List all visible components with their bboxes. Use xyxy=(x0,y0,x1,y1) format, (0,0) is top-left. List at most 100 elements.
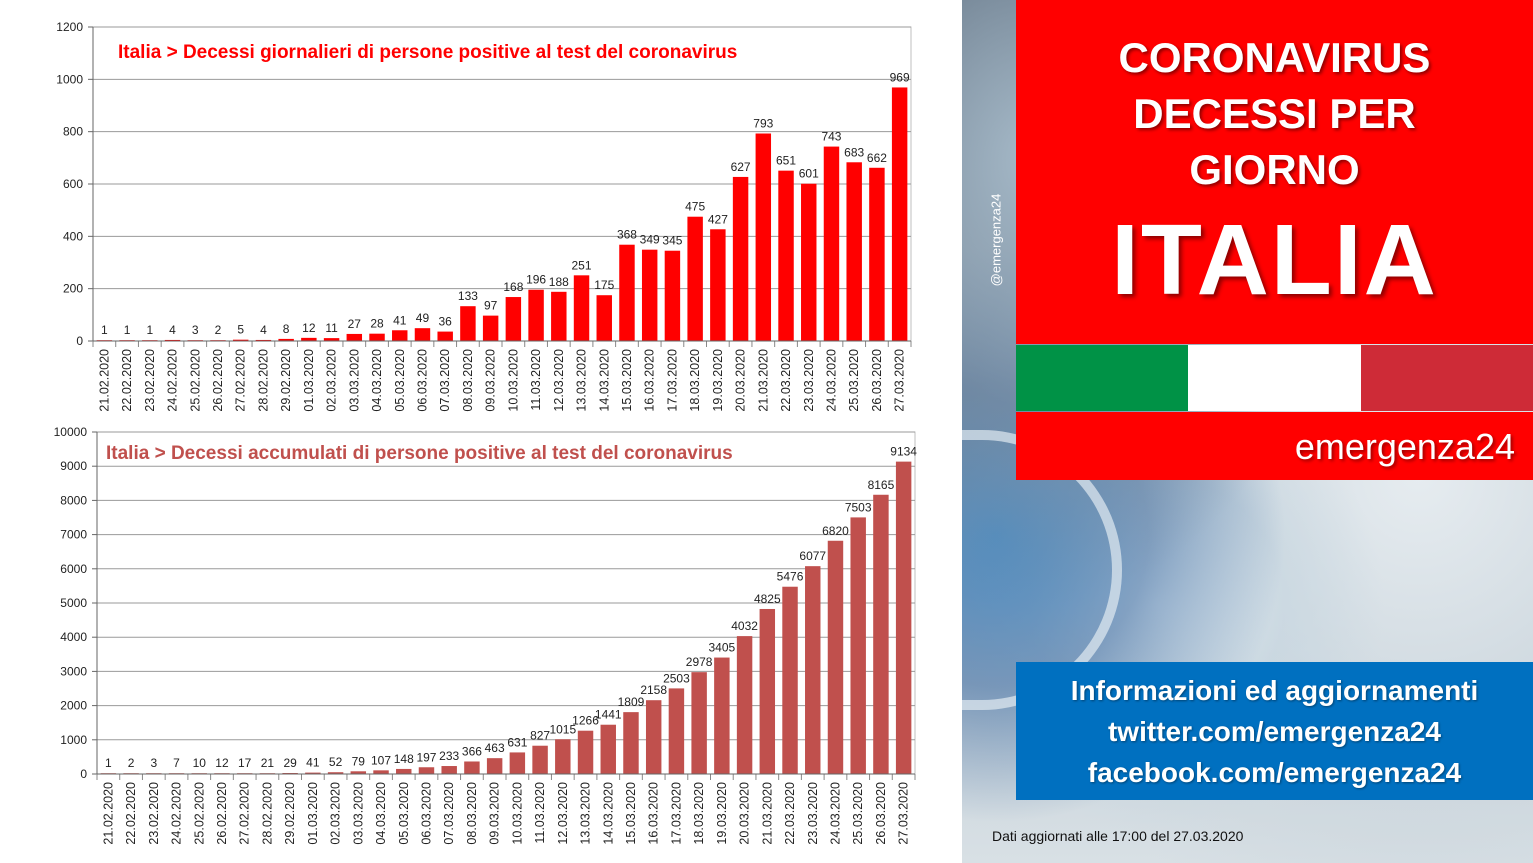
bar xyxy=(350,771,367,774)
watermark-handle: @emergenza24 xyxy=(988,193,1004,287)
bar xyxy=(600,724,616,774)
bar xyxy=(782,586,798,774)
data-label: 4032 xyxy=(731,619,758,633)
y-tick-label: 0 xyxy=(76,334,83,348)
data-label: 4 xyxy=(260,323,267,337)
data-label: 6077 xyxy=(799,549,826,563)
data-label: 1015 xyxy=(549,722,576,736)
x-tick-label: 21.02.2020 xyxy=(97,349,111,412)
chart-title: Italia > Decessi giornalieri di persone … xyxy=(118,42,737,63)
bar xyxy=(460,306,476,341)
data-label: 12 xyxy=(302,321,316,335)
x-tick-label: 21.02.2020 xyxy=(101,782,115,845)
y-tick-label: 2000 xyxy=(60,699,87,713)
bar xyxy=(278,338,294,341)
data-label: 6820 xyxy=(822,524,849,538)
x-tick-label: 23.03.2020 xyxy=(806,782,820,845)
bar xyxy=(619,244,635,341)
x-tick-label: 22.02.2020 xyxy=(124,782,138,845)
x-tick-label: 10.03.2020 xyxy=(510,782,524,845)
bar xyxy=(687,216,703,341)
data-label: 2 xyxy=(215,323,222,337)
data-label: 11 xyxy=(325,321,338,335)
data-label: 8165 xyxy=(868,478,895,492)
x-tick-label: 27.02.2020 xyxy=(234,349,248,412)
bar xyxy=(486,758,503,774)
x-tick-label: 15.03.2020 xyxy=(624,782,638,845)
x-tick-label: 14.03.2020 xyxy=(601,782,615,845)
data-label: 463 xyxy=(485,741,505,755)
bar xyxy=(664,250,681,341)
data-label: 368 xyxy=(617,228,637,242)
bar xyxy=(528,289,544,341)
x-tick-label: 28.02.2020 xyxy=(256,349,270,412)
data-label: 827 xyxy=(530,729,550,743)
bar xyxy=(232,339,249,341)
data-label: 196 xyxy=(526,273,546,287)
bar xyxy=(645,700,662,774)
x-tick-label: 02.03.2020 xyxy=(325,349,339,412)
y-tick-label: 1200 xyxy=(56,20,83,34)
bar xyxy=(505,297,522,341)
x-tick-label: 23.02.2020 xyxy=(143,349,157,412)
bar xyxy=(555,739,571,774)
x-tick-label: 01.03.2020 xyxy=(302,349,316,412)
bar xyxy=(551,291,567,341)
data-label: 148 xyxy=(394,752,414,766)
bar xyxy=(482,315,499,341)
x-tick-label: 22.03.2020 xyxy=(779,349,793,412)
y-tick-label: 200 xyxy=(63,282,83,296)
x-tick-label: 29.02.2020 xyxy=(283,782,297,845)
x-tick-label: 07.03.2020 xyxy=(438,349,452,412)
x-tick-label: 08.03.2020 xyxy=(465,782,479,845)
data-label: 12 xyxy=(215,756,229,770)
x-tick-label: 29.02.2020 xyxy=(279,349,293,412)
x-tick-label: 02.03.2020 xyxy=(329,782,343,845)
bar xyxy=(801,183,817,341)
x-tick-label: 22.02.2020 xyxy=(120,349,134,412)
cumulative-deaths-chart: 0100020003000400050006000700080009000100… xyxy=(54,425,918,845)
data-label: 1 xyxy=(105,756,112,770)
x-tick-label: 03.03.2020 xyxy=(347,349,361,412)
bar xyxy=(869,167,885,341)
y-tick-label: 4000 xyxy=(60,630,87,644)
x-tick-label: 21.03.2020 xyxy=(760,782,774,845)
data-label: 41 xyxy=(393,313,407,327)
info-twitter-link[interactable]: twitter.com/emergenza24 xyxy=(1107,716,1442,747)
info-panel: Informazioni ed aggiornamenti twitter.co… xyxy=(1016,662,1533,800)
data-label: 2 xyxy=(128,756,135,770)
data-label: 2503 xyxy=(663,671,690,685)
data-label: 2978 xyxy=(686,655,713,669)
bar xyxy=(255,339,272,341)
y-tick-label: 800 xyxy=(63,125,83,139)
x-tick-label: 05.03.2020 xyxy=(397,782,411,845)
x-tick-label: 16.03.2020 xyxy=(643,349,657,412)
y-tick-label: 3000 xyxy=(60,664,87,678)
data-label: 188 xyxy=(549,275,569,289)
x-tick-label: 17.03.2020 xyxy=(669,782,683,845)
x-tick-label: 13.03.2020 xyxy=(579,782,593,845)
data-label: 49 xyxy=(416,311,430,325)
bar xyxy=(327,772,344,774)
bar xyxy=(346,333,363,341)
x-tick-label: 12.03.2020 xyxy=(552,349,566,412)
x-tick-label: 16.03.2020 xyxy=(647,782,661,845)
data-label: 168 xyxy=(503,280,523,294)
data-label: 3 xyxy=(192,323,199,337)
bar xyxy=(827,540,844,774)
data-label: 1441 xyxy=(595,708,622,722)
x-tick-label: 18.03.2020 xyxy=(692,782,706,845)
x-tick-label: 11.03.2020 xyxy=(533,782,547,844)
x-tick-label: 06.03.2020 xyxy=(415,349,429,412)
data-label: 627 xyxy=(731,160,751,174)
x-tick-label: 24.02.2020 xyxy=(170,782,184,845)
headline: CORONAVIRUS DECESSI PER GIORNO xyxy=(1016,30,1533,198)
headline-line: DECESSI PER xyxy=(1133,90,1416,137)
y-tick-label: 5000 xyxy=(60,596,87,610)
data-label: 349 xyxy=(640,233,660,247)
bar xyxy=(759,608,776,774)
data-label: 651 xyxy=(776,154,796,168)
bar xyxy=(732,176,749,341)
info-facebook-link[interactable]: facebook.com/emergenza24 xyxy=(1087,757,1462,788)
y-tick-label: 9000 xyxy=(60,459,87,473)
